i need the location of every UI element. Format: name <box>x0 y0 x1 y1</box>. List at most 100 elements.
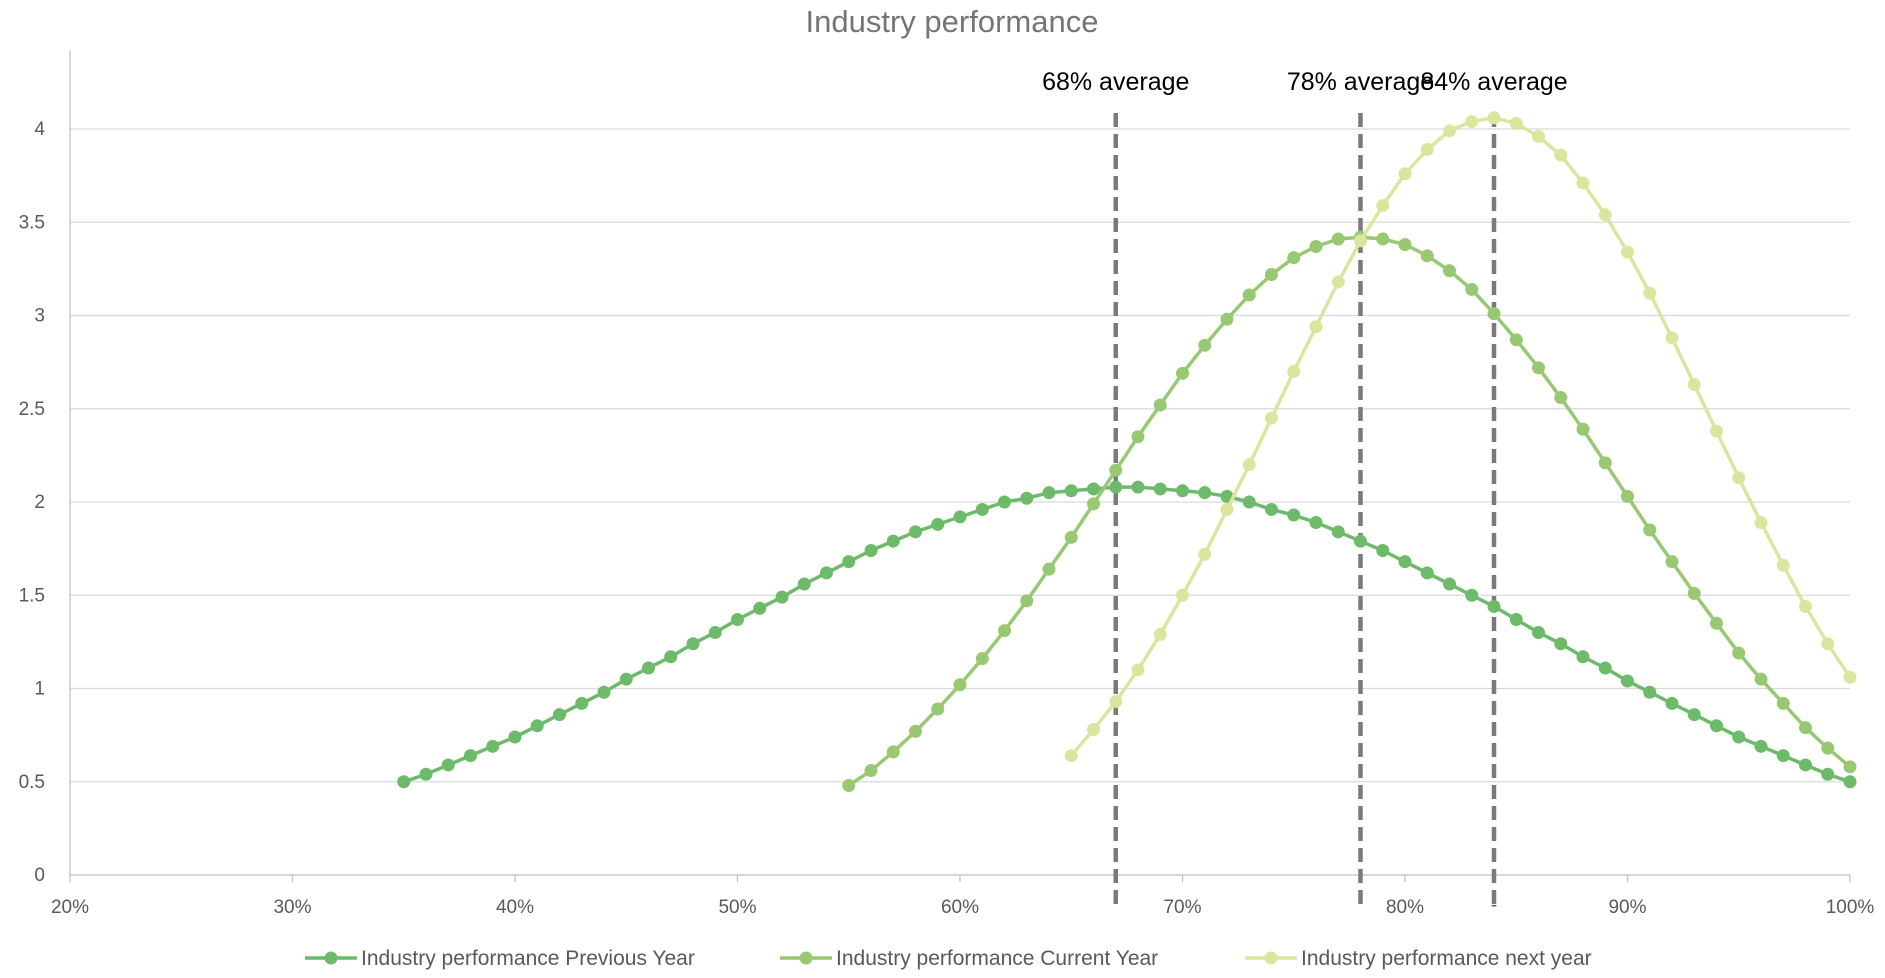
data-point <box>553 708 566 722</box>
y-tick-label: 1.5 <box>19 585 45 606</box>
data-point <box>1732 730 1746 744</box>
axis-annotation: - <box>1491 895 1497 916</box>
data-point <box>1109 480 1123 494</box>
y-tick-label: 0 <box>34 865 45 886</box>
data-point <box>464 749 477 763</box>
data-point <box>1042 562 1056 576</box>
data-point <box>1042 486 1056 500</box>
data-point <box>1376 543 1390 557</box>
x-tick-label: 50% <box>718 897 756 918</box>
data-point <box>1376 198 1390 212</box>
data-point <box>1487 599 1501 613</box>
data-point <box>1153 398 1167 412</box>
data-point <box>397 775 411 789</box>
data-point <box>931 702 945 716</box>
data-point <box>1465 282 1479 296</box>
y-tick-label: 2 <box>34 492 45 513</box>
data-point <box>775 590 789 604</box>
data-point <box>1020 491 1034 505</box>
data-point <box>1732 646 1746 660</box>
data-point <box>1821 637 1835 651</box>
data-point <box>1598 456 1612 470</box>
data-point <box>1020 594 1034 608</box>
series-line <box>403 485 1851 784</box>
data-point <box>1265 502 1278 516</box>
data-point <box>1710 719 1723 733</box>
data-point <box>575 696 589 710</box>
data-point <box>909 724 922 738</box>
data-point <box>1799 599 1812 613</box>
y-tick-label: 3 <box>34 306 45 327</box>
data-point <box>1309 516 1323 530</box>
data-point <box>1843 760 1857 774</box>
data-point <box>1443 124 1456 138</box>
data-point <box>1153 482 1167 496</box>
data-point <box>441 758 455 772</box>
data-point <box>1821 767 1835 781</box>
axes <box>69 50 1851 882</box>
data-point <box>1420 566 1434 580</box>
data-point <box>1109 695 1123 709</box>
data-point <box>1309 239 1323 253</box>
data-point <box>864 543 878 557</box>
data-point <box>1598 208 1612 222</box>
data-point <box>1621 245 1634 259</box>
data-point <box>1131 480 1145 494</box>
data-point <box>508 730 522 744</box>
data-point <box>1799 758 1812 772</box>
legend-label: Industry performance Previous Year <box>361 947 695 970</box>
data-point <box>1443 577 1456 591</box>
data-point <box>1754 672 1768 686</box>
data-point <box>1687 708 1701 722</box>
data-point <box>1242 288 1256 302</box>
data-point <box>1064 530 1078 544</box>
x-tick-label: 40% <box>496 897 534 918</box>
data-point <box>1487 307 1501 321</box>
data-point <box>1643 523 1657 537</box>
data-point <box>1354 234 1367 248</box>
data-point <box>1398 167 1412 181</box>
average-label: 84% average <box>1420 68 1567 96</box>
data-point <box>1799 721 1812 735</box>
x-tick-label: 60% <box>941 897 979 918</box>
data-point <box>530 719 544 733</box>
data-point <box>1109 463 1123 477</box>
data-point <box>1242 458 1256 472</box>
data-point <box>1420 143 1434 157</box>
data-point <box>486 739 500 753</box>
data-point <box>1732 471 1746 485</box>
data-point <box>753 601 767 615</box>
data-point <box>953 510 967 524</box>
data-point <box>909 525 922 539</box>
data-point <box>1131 430 1145 444</box>
x-tick-label: 80% <box>1386 897 1424 918</box>
data-point <box>1176 484 1189 498</box>
legend-marker <box>1264 951 1278 965</box>
data-point <box>1309 320 1323 334</box>
data-point <box>1198 338 1212 352</box>
data-point <box>1087 482 1100 496</box>
data-point <box>1087 723 1100 737</box>
data-point <box>1554 391 1568 405</box>
data-point <box>886 745 900 759</box>
data-point <box>864 764 878 778</box>
data-point <box>1064 484 1078 498</box>
data-point <box>1265 411 1278 425</box>
data-point <box>1754 516 1768 530</box>
data-point <box>1598 661 1612 675</box>
data-point <box>1287 251 1301 265</box>
average-label: 78% average <box>1287 68 1434 96</box>
data-point <box>1776 749 1790 763</box>
data-point <box>664 650 678 664</box>
data-point <box>1376 232 1390 246</box>
legend-marker <box>324 951 338 965</box>
data-point <box>797 577 811 591</box>
legend-label: Industry performance next year <box>1301 947 1592 970</box>
data-point <box>619 672 633 686</box>
data-point <box>1843 775 1857 789</box>
data-point <box>1754 739 1768 753</box>
y-tick-label: 1 <box>34 679 45 700</box>
y-tick-label: 0.5 <box>19 772 45 793</box>
x-tick-label: 20% <box>51 897 89 918</box>
